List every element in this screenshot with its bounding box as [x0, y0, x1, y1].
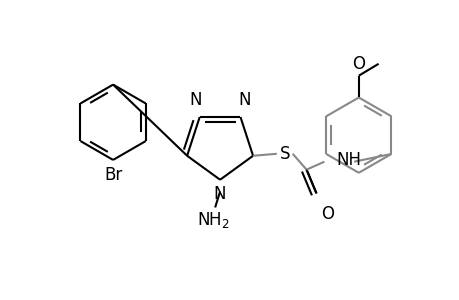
Text: N: N: [213, 185, 226, 203]
Text: N: N: [238, 91, 250, 109]
Text: S: S: [279, 145, 289, 163]
Text: O: O: [321, 205, 334, 223]
Text: Br: Br: [104, 166, 122, 184]
Text: NH: NH: [336, 151, 360, 169]
Text: N: N: [189, 91, 202, 109]
Text: O: O: [352, 55, 364, 73]
Text: NH$_2$: NH$_2$: [196, 210, 229, 230]
